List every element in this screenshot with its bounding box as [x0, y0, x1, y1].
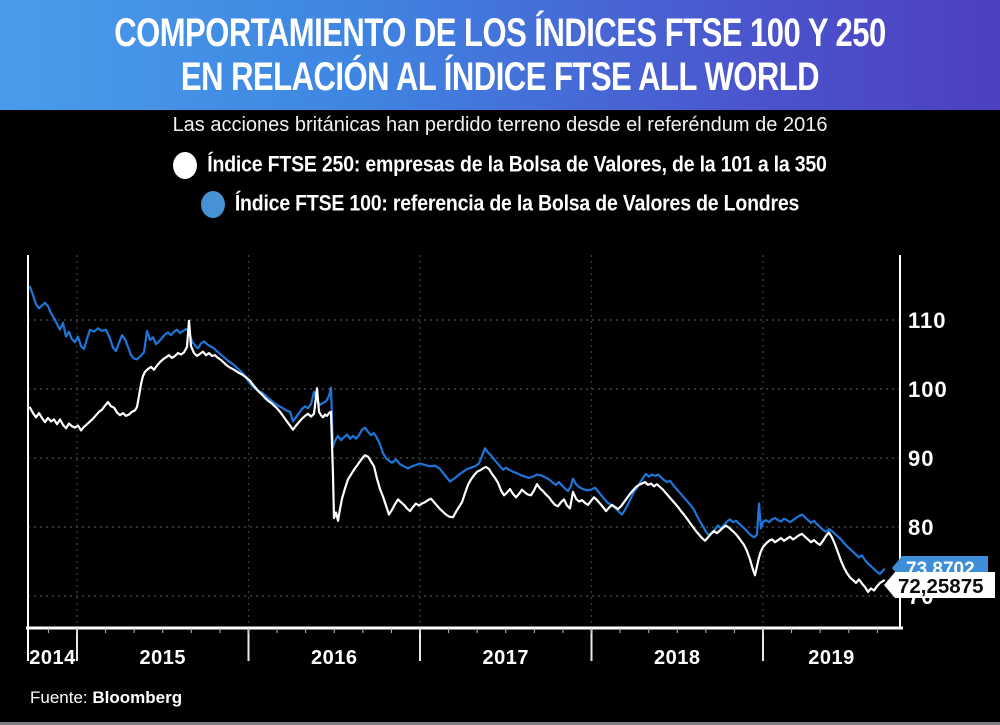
chart-axes — [26, 255, 903, 661]
x-axis-year-label: 2016 — [311, 647, 358, 669]
chart-series — [28, 285, 886, 594]
page-title-line-1: COMPORTAMIENTO DE LOS ÍNDICES FTSE 100 Y… — [114, 9, 886, 55]
y-axis-tick-label: 90 — [908, 446, 934, 471]
page-title-line-2: EN RELACIÓN AL ÍNDICE FTSE ALL WORLD — [180, 53, 820, 99]
legend-label-ftse250: Índice FTSE 250: empresas de la Bolsa de… — [207, 152, 827, 177]
source-value: Bloomberg — [92, 688, 183, 707]
x-axis-year-label: 2015 — [140, 647, 187, 669]
x-axis-year-label: 2018 — [654, 647, 701, 669]
chart-axis-labels: 110100908070201420152016201720182019 — [29, 308, 948, 669]
x-axis-year-label: 2019 — [808, 647, 855, 669]
x-axis-year-label: 2017 — [483, 647, 530, 669]
bottom-strip — [0, 722, 1000, 725]
chart-legend: Índice FTSE 250: empresas de la Bolsa de… — [0, 150, 1000, 219]
y-axis-tick-label: 110 — [908, 308, 947, 333]
ftse100-line — [28, 285, 886, 576]
ftse100-dot-icon — [200, 190, 225, 218]
source-label: Fuente: — [30, 688, 88, 707]
y-axis-tick-label: 100 — [908, 377, 948, 402]
source-credit: Fuente: Bloomberg — [30, 688, 182, 708]
chart-gridlines — [28, 255, 900, 628]
legend-label-ftse100: Índice FTSE 100: referencia de la Bolsa … — [234, 191, 800, 216]
y-axis-tick-label: 80 — [908, 515, 934, 540]
legend-item-ftse250: Índice FTSE 250: empresas de la Bolsa de… — [173, 150, 827, 180]
ftse250-last-value: 72,25875 — [898, 575, 984, 598]
x-axis-year-label: 2014 — [29, 647, 76, 669]
legend-item-ftse100: Índice FTSE 100: referencia de la Bolsa … — [200, 189, 800, 219]
ftse250-tag-arrow — [884, 572, 995, 598]
header-banner: COMPORTAMIENTO DE LOS ÍNDICES FTSE 100 Y… — [0, 0, 1000, 110]
chart-subtitle: Las acciones británicas han perdido terr… — [172, 114, 828, 136]
ftse250-end-tag: 72,25875 — [884, 572, 995, 598]
ftse250-dot-icon — [173, 151, 198, 179]
ftse250-line — [28, 319, 886, 594]
